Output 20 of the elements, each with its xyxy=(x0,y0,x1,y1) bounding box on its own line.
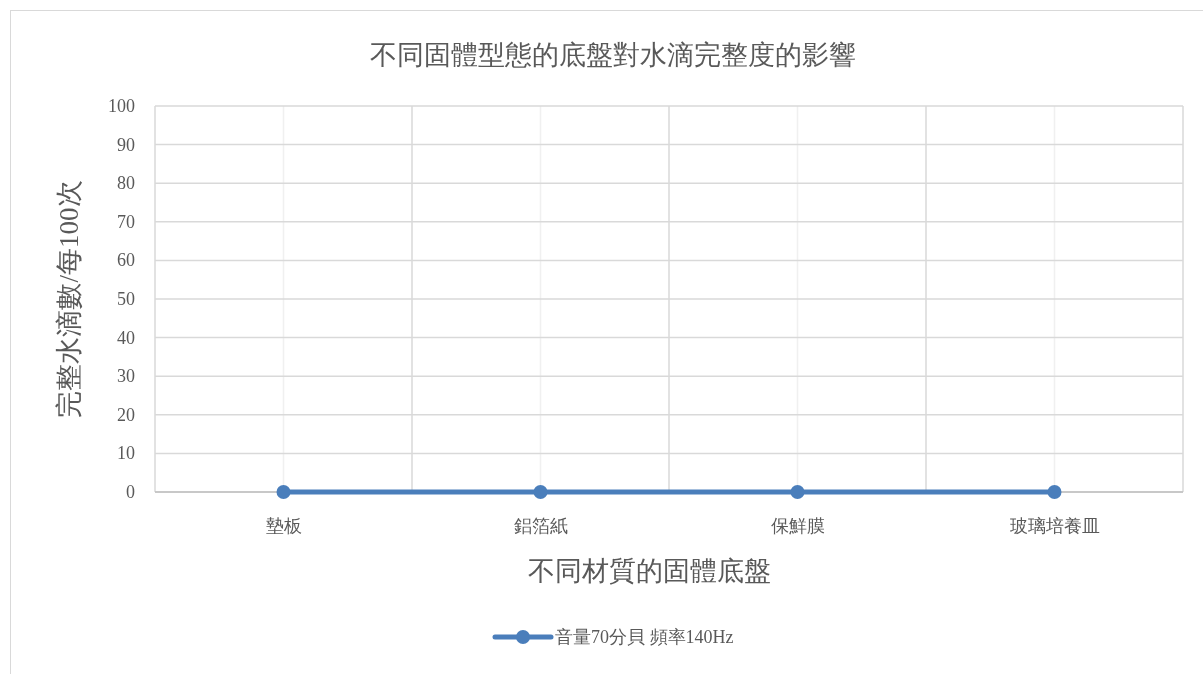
legend-label: 音量70分貝 頻率140Hz xyxy=(555,627,734,647)
y-tick-label: 80 xyxy=(117,173,135,194)
x-tick-label: 保鮮膜 xyxy=(770,516,825,536)
y-tick-label: 50 xyxy=(117,289,135,309)
y-tick-label: 100 xyxy=(108,96,135,116)
y-tick-label: 0 xyxy=(126,482,135,502)
x-axis-title: 不同材質的固體底盤 xyxy=(527,556,771,586)
y-tick-label: 70 xyxy=(117,211,135,232)
legend: 音量70分貝 頻率140Hz xyxy=(492,627,734,647)
y-tick-label: 90 xyxy=(117,134,135,155)
y-tick-label: 60 xyxy=(117,250,135,271)
x-tick-label: 鋁箔紙 xyxy=(513,516,568,536)
y-tick-label: 10 xyxy=(117,443,135,464)
chart-title: 不同固體型態的底盤對水滴完整度的影響 xyxy=(370,40,856,70)
x-tick-label: 墊板 xyxy=(265,516,302,536)
y-axis-title: 完整水滴數/每100次 xyxy=(54,180,84,418)
y-tick-label: 40 xyxy=(117,327,135,348)
y-tick-label: 30 xyxy=(117,366,135,387)
y-tick-label: 20 xyxy=(117,404,135,425)
x-tick-label: 玻璃培養皿 xyxy=(1009,516,1100,536)
